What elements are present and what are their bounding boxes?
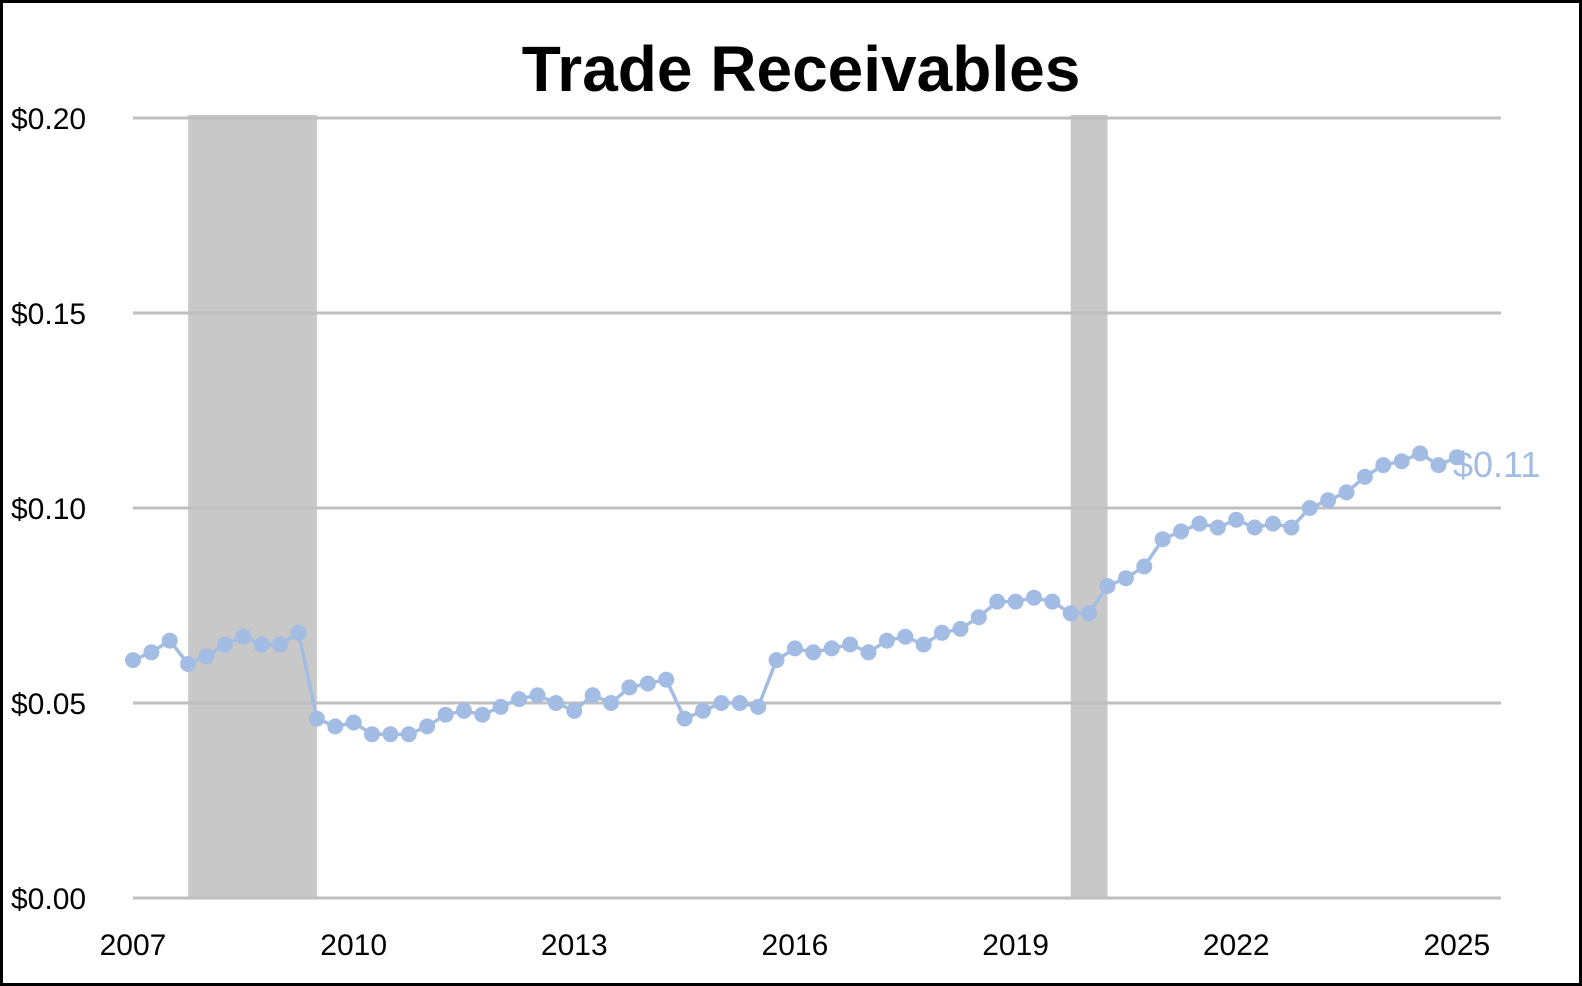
data-point xyxy=(695,702,711,719)
data-point xyxy=(584,687,601,704)
data-point xyxy=(308,710,325,727)
data-point xyxy=(161,632,178,649)
data-point xyxy=(1191,515,1208,532)
data-point xyxy=(492,698,509,715)
data-point xyxy=(1081,605,1098,622)
data-point xyxy=(750,698,767,715)
y-tick-label: $0.00 xyxy=(11,883,86,916)
data-point xyxy=(180,656,197,672)
data-point xyxy=(731,695,748,711)
data-point xyxy=(1356,468,1373,485)
y-axis-ticks: $0.00 $0.05 $0.10 $0.15 $0.20 xyxy=(11,103,86,916)
data-point xyxy=(455,702,472,719)
data-point xyxy=(860,644,877,661)
chart-title: Trade Receivables xyxy=(522,33,1081,105)
series-line xyxy=(132,451,1458,736)
series-group xyxy=(125,445,1465,743)
data-point xyxy=(1430,457,1447,474)
data-point xyxy=(842,636,859,653)
data-point xyxy=(529,687,546,704)
data-point xyxy=(566,702,583,719)
data-point xyxy=(1412,445,1429,462)
data-point xyxy=(400,726,417,743)
data-point xyxy=(1320,492,1337,509)
gridlines xyxy=(133,116,1501,900)
data-point xyxy=(897,628,914,645)
x-tick-label: 2016 xyxy=(762,929,829,962)
data-point xyxy=(1062,605,1079,622)
data-point xyxy=(1007,593,1024,610)
data-point xyxy=(1117,570,1134,587)
y-tick-label: $0.20 xyxy=(11,103,86,136)
data-point xyxy=(290,624,307,641)
data-point xyxy=(989,593,1006,610)
x-tick-label: 2007 xyxy=(100,929,167,962)
x-tick-label: 2025 xyxy=(1423,929,1490,962)
y-tick-label: $0.15 xyxy=(11,298,86,331)
data-point xyxy=(713,695,730,711)
data-point xyxy=(1228,511,1245,528)
data-point xyxy=(915,636,932,653)
data-point xyxy=(345,714,362,731)
data-point xyxy=(1099,578,1116,594)
data-point xyxy=(1393,453,1410,470)
data-point xyxy=(934,624,951,641)
data-point xyxy=(1375,457,1392,474)
y-tick-label: $0.10 xyxy=(11,493,86,526)
data-point xyxy=(639,675,656,692)
data-point xyxy=(1044,593,1061,610)
data-point xyxy=(216,636,233,653)
data-point xyxy=(1246,519,1263,536)
data-point xyxy=(658,671,675,688)
x-tick-label: 2019 xyxy=(982,929,1049,962)
data-point xyxy=(272,636,289,653)
data-point xyxy=(1173,523,1190,540)
data-point xyxy=(952,620,969,637)
data-point xyxy=(970,609,987,626)
y-tick-label: $0.05 xyxy=(11,688,86,721)
data-point xyxy=(474,706,491,723)
data-point xyxy=(1265,515,1281,532)
data-point xyxy=(1448,449,1465,466)
x-axis-ticks: 2007 2010 2013 2016 2019 2022 2025 xyxy=(100,929,1491,962)
data-point xyxy=(878,632,895,649)
x-tick-label: 2022 xyxy=(1203,929,1270,962)
data-point xyxy=(327,718,344,735)
data-point xyxy=(511,691,528,708)
data-point xyxy=(786,640,803,657)
data-point xyxy=(1154,531,1171,548)
data-point xyxy=(676,710,693,727)
data-point xyxy=(1338,484,1355,501)
data-point xyxy=(768,652,785,669)
data-point xyxy=(805,644,822,661)
data-point xyxy=(125,652,141,669)
data-point xyxy=(621,679,638,696)
data-point xyxy=(1209,519,1226,536)
data-point xyxy=(382,726,399,743)
data-point xyxy=(603,695,620,711)
data-point xyxy=(547,695,564,711)
x-tick-label: 2013 xyxy=(541,929,608,962)
data-point xyxy=(253,636,270,653)
data-point xyxy=(419,718,436,735)
trade-receivables-chart: Trade Receivables $0.00$0.05$0.10$0.15$0… xyxy=(11,33,1540,962)
data-point xyxy=(198,648,215,665)
x-tick-label: 2010 xyxy=(320,929,387,962)
data-point xyxy=(1301,500,1318,516)
data-point xyxy=(364,726,381,743)
data-point xyxy=(143,644,160,661)
data-point xyxy=(1136,558,1153,575)
data-point xyxy=(1025,589,1042,606)
data-point xyxy=(823,640,840,657)
data-point xyxy=(1283,519,1300,536)
end-value-label: $0.11 xyxy=(1453,444,1540,485)
data-point xyxy=(235,628,252,645)
data-point xyxy=(437,706,454,723)
